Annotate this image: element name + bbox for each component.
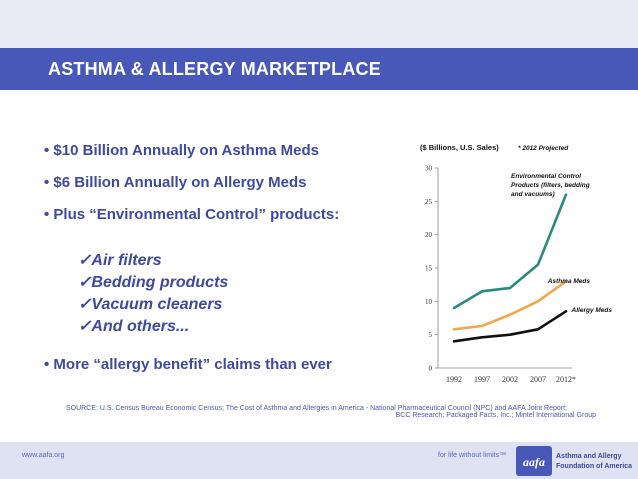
bullet-allergy-benefit: • More “allergy benefit” claims than eve…	[44, 356, 332, 373]
y-tick-label: 25	[425, 198, 433, 206]
y-tick-label: 30	[425, 165, 433, 173]
chart-title: ($ Billions, U.S. Sales)	[420, 143, 499, 152]
logo-mark-text: aafa	[523, 455, 545, 469]
x-tick-label: 1997	[474, 375, 490, 384]
series-label: Allergy Meds	[571, 307, 613, 314]
y-tick-label: 0	[429, 365, 433, 373]
chart-series-labels: Environmental Control Products (filters, …	[511, 173, 612, 314]
chart-subtitle: * 2012 Projected	[518, 145, 569, 152]
series-line	[452, 280, 568, 331]
series-line	[452, 310, 568, 343]
footer-url[interactable]: www.aafa.org	[22, 452, 65, 459]
series-label: and vacuums)	[511, 191, 555, 198]
logo-line-1: Asthma and Allergy	[556, 453, 622, 460]
chart-axes: 0 5 10 15 20 25 30 1992 1997 2002 2007 2012*	[425, 165, 576, 385]
x-tick-label: 1992	[446, 375, 462, 384]
check-item-others: ✓And others...	[78, 318, 190, 335]
source-line-2: BCC Research; Packaged Facts, Inc.; Mint…	[395, 412, 596, 419]
source-citation: SOURCE: U.S. Census Bureau Economic Cens…	[66, 405, 596, 419]
series-line	[452, 193, 568, 310]
aafa-logo: aafa Asthma and Allergy Foundation of Am…	[516, 446, 632, 476]
x-tick-label: 2012*	[556, 375, 576, 384]
check-item-bedding: ✓Bedding products	[78, 274, 229, 291]
footer-tagline: for life without limits™	[438, 452, 507, 459]
series-label: Products (filters, bedding	[511, 182, 590, 189]
chart-series	[452, 193, 568, 343]
check-item-air-filters: ✓Air filters	[78, 252, 162, 269]
title-bar: ASTHMA & ALLERGY MARKETPLACE	[0, 48, 638, 90]
y-tick-label: 5	[429, 331, 433, 339]
check-item-vacuum: ✓Vacuum cleaners	[78, 296, 223, 313]
source-line-1: SOURCE: U.S. Census Bureau Economic Cens…	[66, 405, 567, 412]
top-band	[0, 0, 638, 48]
bullet-environmental-control: • Plus “Environmental Control” products:	[44, 206, 340, 223]
bullet-asthma-meds: • $10 Billion Annually on Asthma Meds	[44, 142, 320, 159]
series-label: Environmental Control	[511, 173, 581, 180]
x-tick-label: 2007	[530, 375, 546, 384]
y-tick-label: 15	[425, 265, 433, 273]
y-tick-label: 20	[425, 231, 433, 239]
slide-title: ASTHMA & ALLERGY MARKETPLACE	[48, 59, 381, 79]
logo-mark-icon	[516, 446, 552, 476]
series-label: Asthma Meds	[547, 278, 591, 285]
y-tick-label: 10	[425, 298, 433, 306]
x-tick-label: 2002	[502, 375, 518, 384]
market-line-chart: ($ Billions, U.S. Sales) * 2012 Projecte…	[420, 143, 612, 385]
bullet-allergy-meds: • $6 Billion Annually on Allergy Meds	[44, 174, 307, 191]
logo-line-2: Foundation of America	[556, 463, 632, 470]
